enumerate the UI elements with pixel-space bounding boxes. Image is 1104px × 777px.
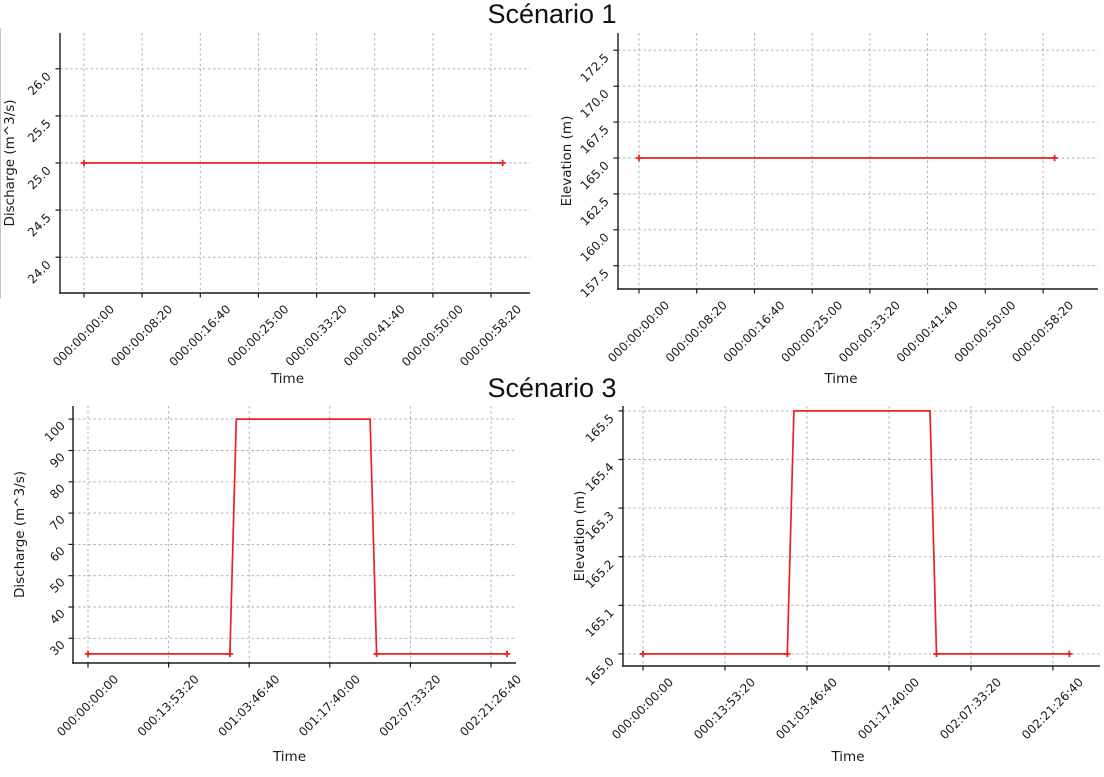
- chart-scenario3-discharge: 000:00:00:00 000:13:53:20 001:03:46:40 001:…: [12, 406, 524, 765]
- y-tick-label: 165.0: [578, 158, 612, 192]
- x-tick-label: 000:13:53:20: [135, 672, 202, 739]
- x-tick-label: 001:03:46:40: [215, 672, 282, 739]
- chart-scenario1-elevation: 000:00:00:00000:00:08:20000:00:16:40000:…: [559, 33, 1098, 387]
- y-tick-label: 90: [47, 450, 68, 471]
- x-tick-label: 001:17:40:00: [855, 675, 922, 742]
- data-line: [88, 418, 508, 655]
- chart-scenario3-elevation: 000:00:00:00 000:13:53:20 001:03:46:40 001:…: [572, 406, 1100, 765]
- scenario3-title: Scénario 3: [487, 373, 617, 403]
- y-tick-label: 165.1: [583, 606, 617, 640]
- y-axis-label: Elevation (m): [559, 116, 575, 207]
- y-tick-label: 165.5: [583, 411, 617, 445]
- y-tick-label: 50: [47, 575, 68, 596]
- y-axis-label: Discharge (m^3/s): [12, 471, 28, 598]
- y-tick-label: 30: [47, 638, 68, 659]
- x-axis-label: Time: [270, 371, 304, 387]
- x-tick-label: 000:00:00:00: [54, 672, 121, 739]
- x-tick-label: 002:21:26:40: [457, 672, 524, 739]
- y-tick-label: 24.0: [25, 258, 54, 287]
- x-tick-label: 002:21:26:40: [1019, 675, 1086, 742]
- x-axis-label: Time: [830, 749, 864, 765]
- y-tick-label: 80: [47, 481, 68, 502]
- x-tick-label: 001:03:46:40: [773, 675, 840, 742]
- x-tick-label: 000:00:58:20: [457, 302, 524, 369]
- x-tick-label: 002:07:33:20: [377, 672, 444, 739]
- y-tick-label: 70: [47, 512, 68, 533]
- data-line: [643, 410, 1070, 655]
- y-axis-label: Discharge (m^3/s): [2, 99, 18, 226]
- y-tick-label: 100: [42, 418, 68, 444]
- x-axis-label: Time: [823, 371, 857, 387]
- y-tick-label: 170.0: [578, 87, 612, 121]
- left-edge-artifact: [0, 28, 1, 298]
- x-tick-label: 001:17:40:00: [296, 672, 363, 739]
- y-tick-label: 26.0: [25, 69, 54, 98]
- y-tick-label: 167.5: [578, 123, 612, 157]
- chart-scenario1-discharge: 000:00:00:00000:00:08:20000:00:16:40000:…: [2, 33, 530, 387]
- x-axis-label: Time: [272, 749, 306, 765]
- y-tick-label: 24.5: [25, 211, 54, 240]
- y-tick-label: 165.0: [583, 654, 617, 688]
- y-tick-label: 165.4: [583, 460, 617, 494]
- x-tick-label: 000:00:00:00: [609, 675, 676, 742]
- y-tick-label: 160.0: [578, 230, 612, 264]
- y-tick-label: 40: [47, 606, 68, 627]
- y-tick-label: 60: [47, 544, 68, 565]
- y-tick-label: 25.5: [25, 116, 54, 145]
- y-tick-label: 162.5: [578, 194, 612, 228]
- x-tick-label: 002:07:33:20: [937, 675, 1004, 742]
- y-tick-label: 172.5: [578, 51, 612, 85]
- y-tick-label: 157.5: [578, 266, 612, 300]
- x-tick-label: 000:00:58:20: [1009, 298, 1076, 365]
- y-axis-label: Elevation (m): [572, 491, 588, 582]
- x-tick-label: 000:13:53:20: [691, 675, 758, 742]
- scenario1-title: Scénario 1: [487, 0, 617, 29]
- y-tick-label: 25.0: [25, 164, 54, 193]
